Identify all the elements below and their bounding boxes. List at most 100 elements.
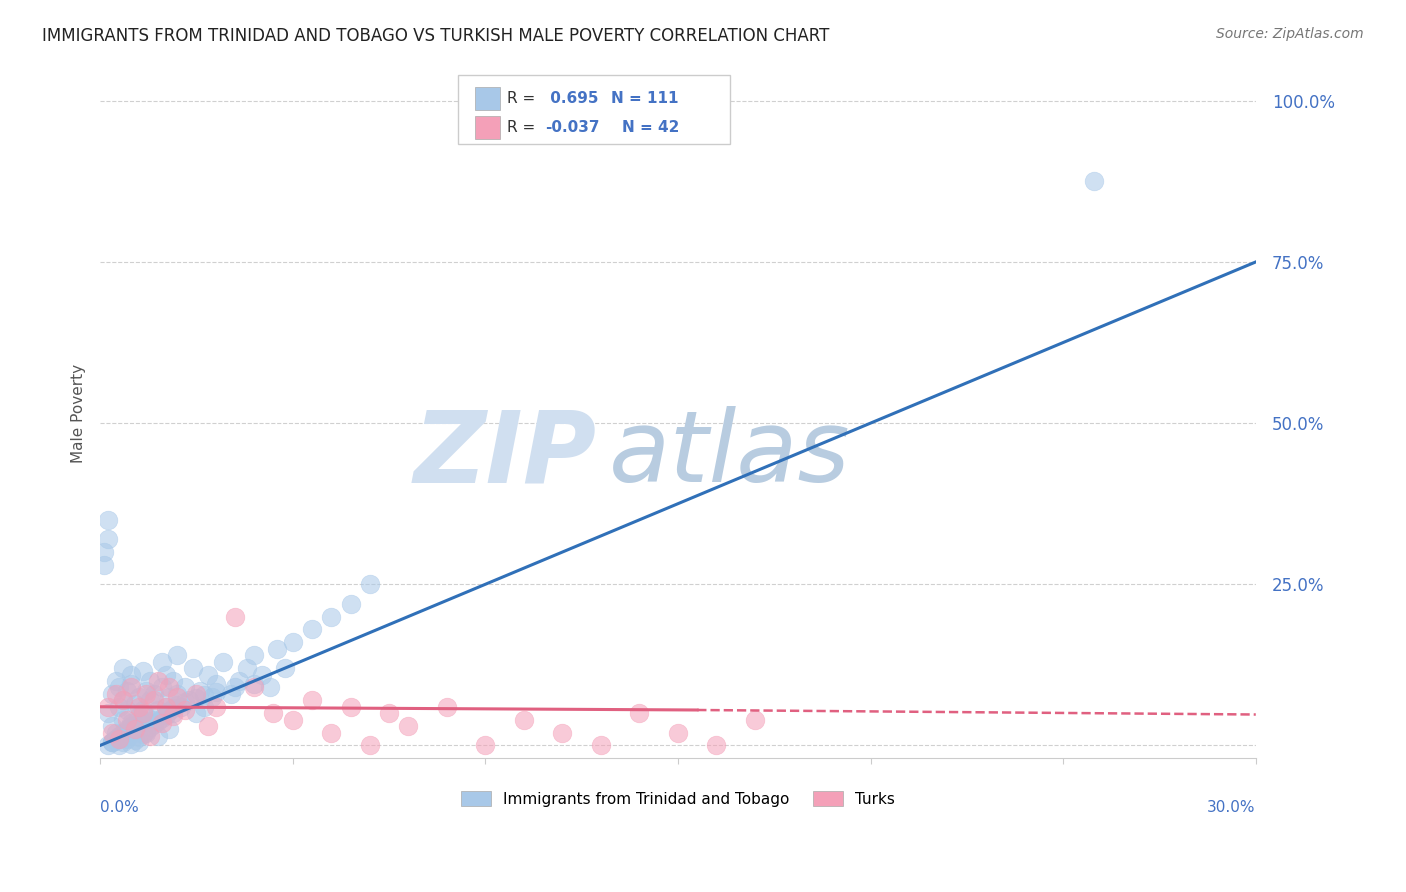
Point bbox=[204, 685, 226, 699]
Point bbox=[166, 690, 188, 705]
Point bbox=[188, 683, 211, 698]
Point bbox=[474, 739, 496, 753]
Point bbox=[159, 723, 181, 737]
Point bbox=[128, 709, 150, 723]
Point bbox=[143, 693, 166, 707]
Point bbox=[135, 683, 157, 698]
Point bbox=[115, 729, 138, 743]
Point bbox=[131, 713, 153, 727]
Point bbox=[150, 715, 173, 730]
Point bbox=[120, 681, 142, 695]
Point bbox=[186, 691, 208, 706]
Point bbox=[143, 717, 166, 731]
Point bbox=[131, 665, 153, 679]
Point bbox=[139, 720, 162, 734]
Point bbox=[243, 677, 266, 691]
Point bbox=[193, 699, 215, 714]
Point bbox=[204, 699, 226, 714]
Point bbox=[170, 699, 193, 714]
Point bbox=[219, 687, 242, 701]
Point bbox=[589, 739, 612, 753]
Point bbox=[120, 737, 142, 751]
Text: Source: ZipAtlas.com: Source: ZipAtlas.com bbox=[1216, 27, 1364, 41]
Point bbox=[108, 699, 131, 714]
Text: 0.0%: 0.0% bbox=[100, 800, 139, 814]
Point bbox=[177, 693, 200, 707]
Point bbox=[108, 731, 131, 746]
Text: atlas: atlas bbox=[609, 407, 851, 503]
Point bbox=[259, 681, 281, 695]
Point bbox=[155, 667, 177, 681]
Point bbox=[146, 703, 169, 717]
Point bbox=[112, 693, 135, 707]
Point bbox=[166, 698, 188, 712]
Point bbox=[281, 713, 304, 727]
Point bbox=[120, 715, 142, 730]
Point bbox=[112, 661, 135, 675]
Point bbox=[235, 661, 257, 675]
Point bbox=[115, 683, 138, 698]
Point bbox=[97, 706, 120, 721]
Point bbox=[1083, 174, 1105, 188]
Point bbox=[243, 681, 266, 695]
Point bbox=[150, 681, 173, 695]
Point bbox=[143, 687, 166, 701]
Point bbox=[263, 706, 285, 721]
Point bbox=[359, 739, 381, 753]
Point bbox=[139, 729, 162, 743]
Point bbox=[551, 725, 574, 739]
Point bbox=[115, 731, 138, 746]
Text: N = 111: N = 111 bbox=[612, 91, 679, 106]
Point bbox=[146, 729, 169, 743]
Point bbox=[193, 688, 215, 702]
Point bbox=[173, 695, 195, 709]
Point bbox=[124, 719, 146, 733]
Point bbox=[150, 711, 173, 725]
Point bbox=[112, 693, 135, 707]
Point bbox=[155, 699, 177, 714]
FancyBboxPatch shape bbox=[458, 76, 730, 145]
Text: IMMIGRANTS FROM TRINIDAD AND TOBAGO VS TURKISH MALE POVERTY CORRELATION CHART: IMMIGRANTS FROM TRINIDAD AND TOBAGO VS T… bbox=[42, 27, 830, 45]
Point bbox=[97, 739, 120, 753]
Point bbox=[744, 713, 766, 727]
Point bbox=[378, 706, 401, 721]
Point bbox=[301, 623, 323, 637]
Point bbox=[112, 713, 135, 727]
Point bbox=[112, 735, 135, 749]
Point bbox=[131, 703, 153, 717]
Text: 30.0%: 30.0% bbox=[1208, 800, 1256, 814]
Point bbox=[281, 635, 304, 649]
Point bbox=[436, 699, 458, 714]
Point bbox=[128, 730, 150, 744]
Point bbox=[93, 545, 115, 559]
Point bbox=[159, 681, 181, 695]
Point bbox=[100, 735, 122, 749]
Point bbox=[513, 713, 536, 727]
Point bbox=[162, 709, 184, 723]
Point bbox=[120, 723, 142, 737]
Point bbox=[128, 699, 150, 714]
Point bbox=[266, 641, 288, 656]
Point bbox=[135, 723, 157, 738]
Point bbox=[155, 699, 177, 714]
Point bbox=[100, 687, 122, 701]
Point bbox=[301, 693, 323, 707]
Point bbox=[100, 735, 122, 749]
Point bbox=[112, 725, 135, 739]
Point bbox=[243, 648, 266, 663]
Point bbox=[108, 731, 131, 745]
Point bbox=[181, 661, 204, 675]
Point bbox=[396, 719, 419, 733]
Text: R =: R = bbox=[508, 120, 540, 135]
Point bbox=[321, 609, 343, 624]
Point bbox=[128, 690, 150, 705]
Point bbox=[224, 681, 246, 695]
Point bbox=[104, 733, 127, 747]
Point bbox=[146, 673, 169, 688]
Point bbox=[131, 706, 153, 721]
Point bbox=[120, 719, 142, 733]
Point bbox=[155, 707, 177, 722]
Point bbox=[108, 729, 131, 743]
Point bbox=[339, 699, 361, 714]
Point bbox=[115, 723, 138, 737]
